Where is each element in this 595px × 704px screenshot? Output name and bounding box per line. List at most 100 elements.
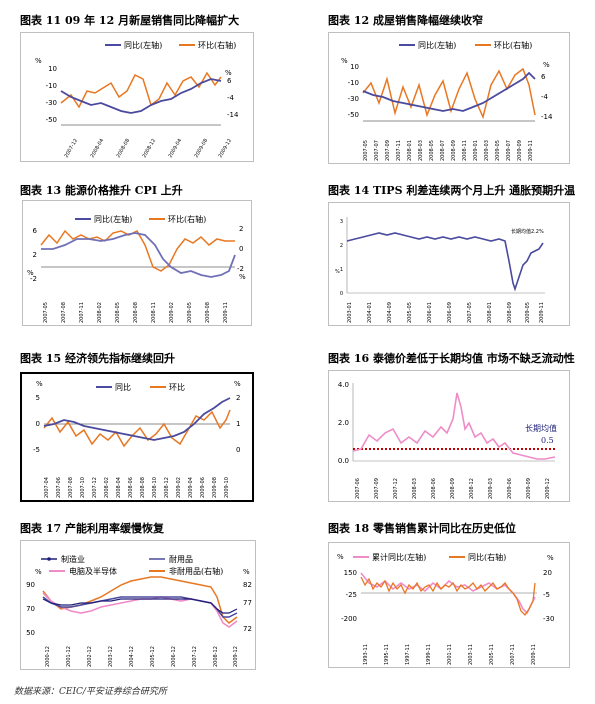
chart-fig15: % % 同比 环比 5 0 -5 2 1 0 2007-04 2007-06 2… (20, 372, 254, 502)
fig13-svg: 同比(左轴) 环比(右轴) % 6 2 -2 2 0 -2 % 2007-05 … (27, 214, 246, 323)
fig18-x-1: 1995-11 (384, 644, 390, 665)
fig15-yl-2: -5 (33, 446, 40, 454)
chart-fig16: 4.0 2.0 0.0 长期均值 0.5 2007-06 2007-09 200… (328, 370, 570, 502)
chart-fig14: % 3 2 1 0 长期均值2.2% 2003-01 2004-01 2004-… (328, 202, 570, 326)
fig11-legend-2: 环比(右轴) (198, 40, 236, 50)
fig11-x-5: 2009-08 (194, 138, 210, 159)
fig13-x-6: 2008-11 (151, 302, 157, 323)
fig14-annotation: 长期均值2.2% (511, 228, 544, 235)
fig13-x-3: 2008-02 (97, 302, 103, 323)
fig18-x-6: 2005-11 (489, 644, 495, 665)
fig13-x-4: 2008-05 (115, 302, 121, 323)
fig15-yl-0: 5 (36, 394, 40, 402)
fig12-x-9: 2008-11 (462, 140, 468, 161)
fig12-x-10: 2009-01 (473, 140, 479, 161)
fig14-y-unit: % (335, 269, 340, 275)
fig18-x-8: 2009-11 (531, 644, 537, 665)
fig15-x-8: 2008-08 (140, 477, 146, 498)
fig18-yl-2: -200 (341, 615, 357, 623)
fig17-x-5: 2005-12 (150, 646, 156, 667)
fig12-yl-2: -30 (348, 95, 359, 103)
fig18-series-cumulative (360, 572, 536, 615)
fig12-yr-unit: % (543, 61, 550, 69)
fig15-x-12: 2009-04 (188, 477, 194, 498)
fig16-x-7: 2009-03 (488, 478, 494, 499)
fig16-mean-label: 长期均值 (525, 423, 557, 433)
fig13-yr-2: -2 (237, 265, 244, 273)
fig13-x-1: 2007-08 (61, 302, 67, 323)
fig14-x-ticks: 2003-01 2004-01 2004-09 2005-05 2006-01 … (347, 302, 545, 323)
fig14-svg: % 3 2 1 0 长期均值2.2% 2003-01 2004-01 2004-… (335, 217, 545, 323)
fig18-yr-0: 20 (543, 569, 552, 577)
fig15-svg: % % 同比 环比 5 0 -5 2 1 0 2007-04 2007-06 2… (33, 380, 241, 498)
fig13-yl-1: 2 (33, 251, 37, 259)
source-note: 数据来源：CEIC/平安证券综合研究所 (14, 687, 167, 697)
fig12-yl-unit: % (341, 57, 348, 65)
fig18-yr-1: -5 (543, 591, 550, 599)
fig11-yl-0: 10 (48, 65, 57, 73)
fig11-x-1: 2008-04 (90, 138, 106, 159)
fig14-x-2: 2004-09 (387, 302, 393, 323)
fig18-x-5: 2003-11 (468, 644, 474, 665)
fig15-yr-unit: % (234, 380, 241, 388)
fig13-x-7: 2009-02 (169, 302, 175, 323)
fig16-x-1: 2007-09 (374, 478, 380, 499)
fig14-y-3: 0 (340, 291, 343, 297)
fig11-x-0: 2007-12 (64, 138, 80, 159)
fig17-x-9: 2009-12 (233, 646, 239, 667)
fig15-series-yoy (43, 397, 231, 441)
fig18-x-2: 1997-11 (405, 644, 411, 665)
caption-fig13: 图表 13 能源价格推升 CPI 上升 (20, 184, 183, 197)
fig13-yr-0: 2 (239, 225, 243, 233)
fig17-yr-0: 82 (243, 581, 252, 589)
fig17-x-1: 2001-12 (66, 646, 72, 667)
fig17-yr-unit: % (243, 568, 250, 576)
fig12-x-0: 2007-05 (363, 140, 369, 161)
fig18-yr-2: -30 (543, 615, 554, 623)
fig17-legend-1: 制造业 (61, 554, 85, 564)
fig15-x-ticks: 2007-04 2007-06 2007-08 2007-10 2007-12 … (44, 477, 230, 498)
fig18-yr-unit: % (547, 554, 554, 562)
fig12-x-7: 2008-07 (440, 140, 446, 161)
fig12-x-ticks: 2007-05 2007-07 2007-09 2007-11 2008-01 … (363, 140, 534, 161)
fig11-yr-0: 6 (227, 77, 232, 85)
fig15-x-2: 2007-08 (68, 477, 74, 498)
fig12-yl-3: -50 (348, 111, 359, 119)
fig17-series-manufacturing (42, 598, 238, 614)
fig18-yl-0: 150 (344, 569, 357, 577)
fig15-yr-1: 1 (236, 420, 240, 428)
fig11-x-4: 2009-04 (168, 138, 184, 159)
fig15-yl-1: 0 (36, 420, 40, 428)
fig16-x-5: 2008-09 (450, 478, 456, 499)
fig11-svg: 同比(左轴) 环比(右轴) % % 10 -10 -30 -50 6 -4 -1… (35, 40, 239, 159)
fig17-x-4: 2004-12 (129, 646, 135, 667)
fig12-x-11: 2009-03 (484, 140, 490, 161)
caption-fig11: 图表 11 09 年 12 月新屋销售同比降幅扩大 (20, 14, 240, 27)
fig12-yr-0: 6 (541, 73, 546, 81)
fig12-legend-1: 同比(左轴) (418, 40, 456, 50)
caption-fig17: 图表 17 产能利用率缓慢恢复 (20, 522, 164, 535)
fig17-yl-0: 90 (26, 581, 35, 589)
fig17-x-8: 2008-12 (213, 646, 219, 667)
fig18-series-yoy (360, 576, 536, 617)
fig15-series-mom (43, 409, 231, 448)
fig17-x-2: 2002-12 (87, 646, 93, 667)
fig13-yr-unit: % (239, 273, 246, 281)
fig15-yl-unit: % (36, 380, 43, 388)
fig17-svg: 制造业 耐用品 % 电脑及半导体 非耐用品(右轴) % 90 70 50 82 … (26, 554, 252, 667)
fig13-x-9: 2009-08 (205, 302, 211, 323)
fig13-x-ticks: 2007-05 2007-08 2007-11 2008-02 2008-05 … (43, 302, 229, 323)
fig13-x-10: 2009-11 (223, 302, 229, 323)
fig14-y-1: 2 (340, 243, 343, 249)
fig14-x-5: 2006-09 (447, 302, 453, 323)
fig18-x-3: 1999-11 (426, 644, 432, 665)
fig14-series (346, 232, 544, 292)
fig11-yr-1: -4 (227, 94, 235, 102)
fig15-x-6: 2008-04 (116, 477, 122, 498)
fig15-x-3: 2007-10 (80, 477, 86, 498)
fig12-yl-0: 10 (350, 63, 359, 71)
caption-fig14: 图表 14 TIPS 利差连续两个月上升 通胀预期升温 (328, 184, 576, 197)
fig12-x-15: 2009-11 (528, 140, 534, 161)
fig14-x-0: 2003-01 (347, 302, 353, 323)
fig13-x-5: 2008-08 (133, 302, 139, 323)
